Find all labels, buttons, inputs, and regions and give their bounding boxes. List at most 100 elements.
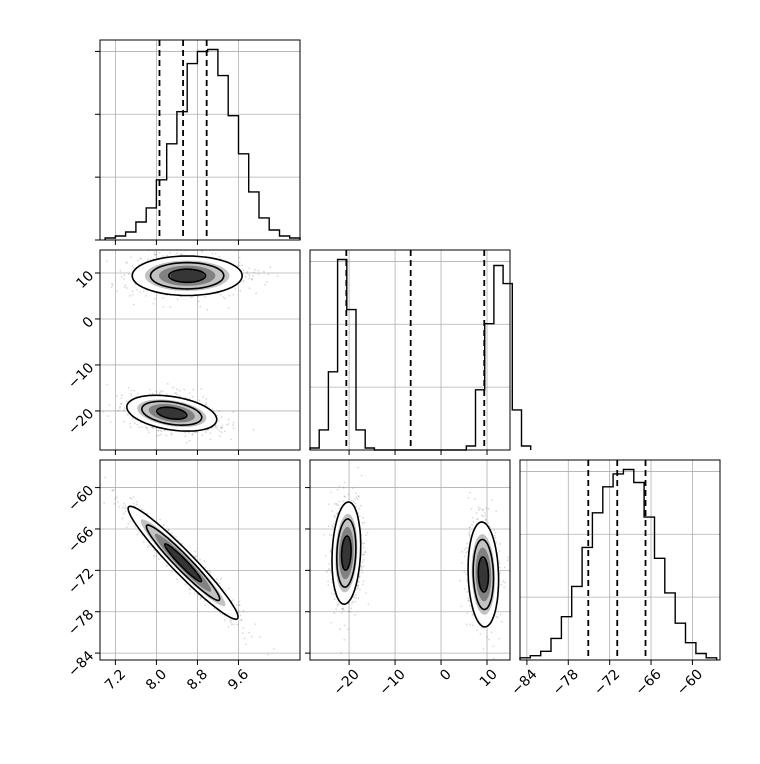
scatter-point — [135, 501, 138, 503]
scatter-point — [166, 383, 169, 385]
scatter-point — [358, 575, 361, 578]
scatter-point — [357, 586, 360, 589]
scatter-point — [179, 253, 182, 256]
histogram-bar — [239, 154, 249, 240]
scatter-point — [159, 518, 161, 521]
scatter-point — [160, 430, 163, 433]
scatter-point — [358, 495, 360, 498]
scatter-point — [326, 570, 328, 573]
scatter-point — [212, 607, 215, 610]
cluster-1 — [102, 383, 255, 444]
scatter-point — [135, 503, 138, 506]
scatter-point — [355, 597, 357, 599]
scatter-point — [159, 391, 161, 394]
scatter-point — [471, 516, 474, 519]
histogram-bar — [644, 517, 654, 660]
scatter-point — [218, 255, 221, 258]
scatter-point — [108, 404, 111, 406]
scatter-point — [245, 272, 248, 274]
scatter-point — [254, 623, 257, 625]
y-tick-label: −78 — [65, 607, 97, 639]
scatter-point — [129, 256, 132, 259]
histogram-bar — [338, 260, 347, 451]
scatter-point — [352, 501, 355, 503]
scatter-point — [151, 426, 154, 429]
scatter-point — [327, 525, 330, 528]
axes-1-1 — [309, 249, 511, 455]
scatter-point — [362, 546, 365, 549]
scatter-point — [495, 510, 498, 513]
scatter-point — [336, 513, 339, 515]
y-tick-label: −10 — [65, 360, 97, 392]
histogram-bar — [146, 208, 156, 240]
scatter-point — [218, 430, 221, 432]
scatter-point — [147, 431, 150, 434]
scatter-point — [484, 512, 486, 514]
scatter-point — [152, 302, 155, 305]
scatter-point — [188, 392, 191, 394]
scatter-point — [351, 602, 353, 605]
scatter-point — [362, 583, 364, 586]
histogram-bar — [582, 547, 592, 660]
scatter-point — [102, 411, 105, 413]
scatter-point — [232, 421, 235, 424]
scatter-point — [209, 432, 212, 435]
scatter-point — [343, 481, 346, 484]
density-fill — [170, 269, 205, 282]
scatter-point — [350, 499, 353, 502]
scatter-point — [130, 393, 133, 395]
histogram-bar — [177, 112, 187, 240]
x-tick-label: −20 — [331, 666, 363, 698]
scatter-point — [166, 254, 169, 257]
scatter-point — [115, 496, 118, 499]
scatter-point — [468, 526, 471, 529]
histogram-0 — [104, 40, 301, 240]
scatter-point — [362, 542, 364, 545]
density-contour — [336, 518, 357, 588]
histogram-bar — [347, 310, 356, 450]
scatter-point — [330, 621, 333, 624]
scatter-point — [341, 608, 344, 610]
scatter-point — [476, 517, 479, 520]
scatter-point — [127, 273, 130, 275]
scatter-point — [366, 532, 369, 534]
scatter-point — [232, 293, 235, 296]
scatter-point — [495, 616, 498, 618]
scatter-point — [342, 486, 345, 489]
scatter-point — [113, 502, 116, 505]
scatter-point — [153, 554, 156, 557]
scatter-point — [130, 395, 133, 397]
scatter-point — [188, 439, 191, 442]
scatter-point — [148, 545, 151, 547]
scatter-point — [204, 603, 207, 606]
scatter-point — [133, 389, 136, 392]
scatter-point — [460, 605, 463, 608]
scatter-point — [469, 623, 472, 626]
scatter-point — [121, 517, 124, 520]
scatter-point — [176, 578, 178, 581]
scatter-point — [162, 523, 165, 526]
scatter-point — [466, 612, 469, 615]
histogram-step-line — [519, 468, 718, 660]
scatter-point — [136, 423, 139, 426]
scatter-point — [329, 551, 332, 553]
scatter-point — [146, 429, 149, 431]
scatter-point — [467, 599, 469, 602]
y-tick-label: −60 — [65, 483, 97, 515]
scatter-point — [361, 571, 364, 574]
scatter-point — [232, 411, 235, 414]
scatter-point — [468, 530, 471, 532]
scatter-point — [257, 272, 260, 275]
scatter-point — [482, 647, 485, 650]
density-contour — [477, 556, 490, 593]
scatter-point — [116, 290, 119, 293]
x-tick-label: 9.6 — [225, 666, 252, 693]
scatter-point — [156, 435, 158, 437]
scatter-point — [358, 581, 361, 583]
scatter-point — [463, 570, 466, 573]
scatter-point — [361, 561, 364, 563]
scatter-point — [197, 295, 200, 298]
scatter-point — [223, 619, 226, 622]
scatter-point — [159, 390, 162, 393]
scatter-point — [251, 277, 254, 280]
